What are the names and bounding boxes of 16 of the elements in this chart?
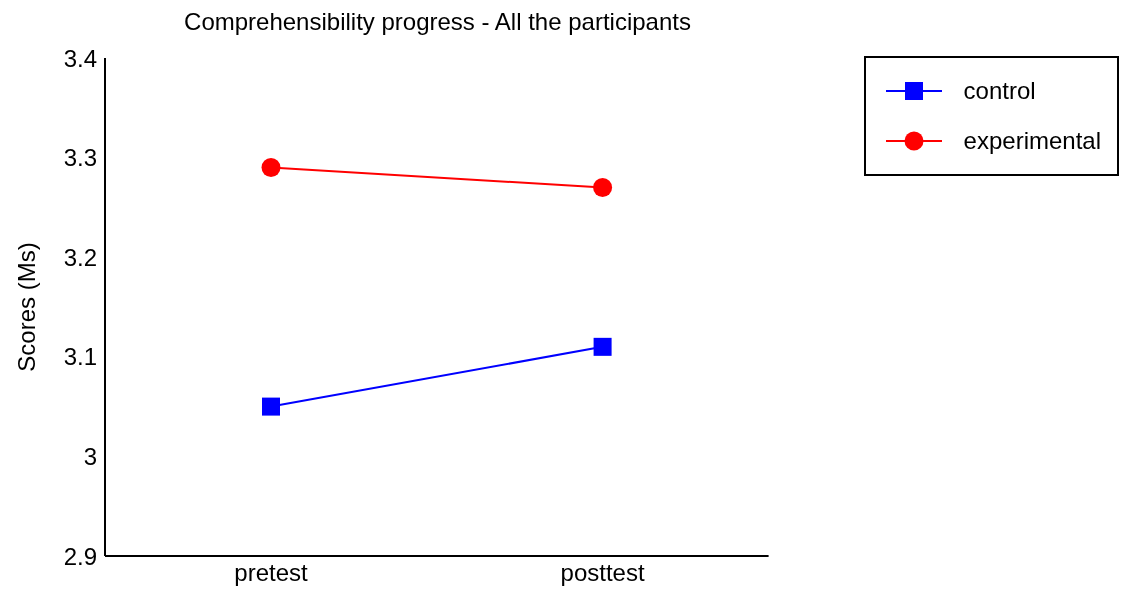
point bbox=[262, 397, 280, 416]
y-axis-title: Scores (Ms) bbox=[12, 242, 40, 372]
point bbox=[593, 337, 612, 356]
point bbox=[261, 158, 281, 178]
x-tick-label: posttest bbox=[560, 559, 645, 587]
chart-title: Comprehensibility progress - All the participants bbox=[183, 8, 692, 36]
legend-label: control bbox=[963, 77, 1036, 105]
y-tick-label: 3.3 bbox=[63, 144, 97, 172]
point bbox=[593, 177, 613, 197]
y-tick-label: 2.9 bbox=[63, 542, 97, 570]
y-tick-label: 3.4 bbox=[63, 44, 97, 72]
y-tick-label: 3 bbox=[83, 442, 97, 470]
x-tick-label: pretest bbox=[234, 559, 309, 587]
y-tick-label: 3.2 bbox=[63, 243, 97, 271]
y-tick-label: 3.1 bbox=[63, 343, 97, 371]
legend-label: experimental bbox=[963, 127, 1101, 155]
